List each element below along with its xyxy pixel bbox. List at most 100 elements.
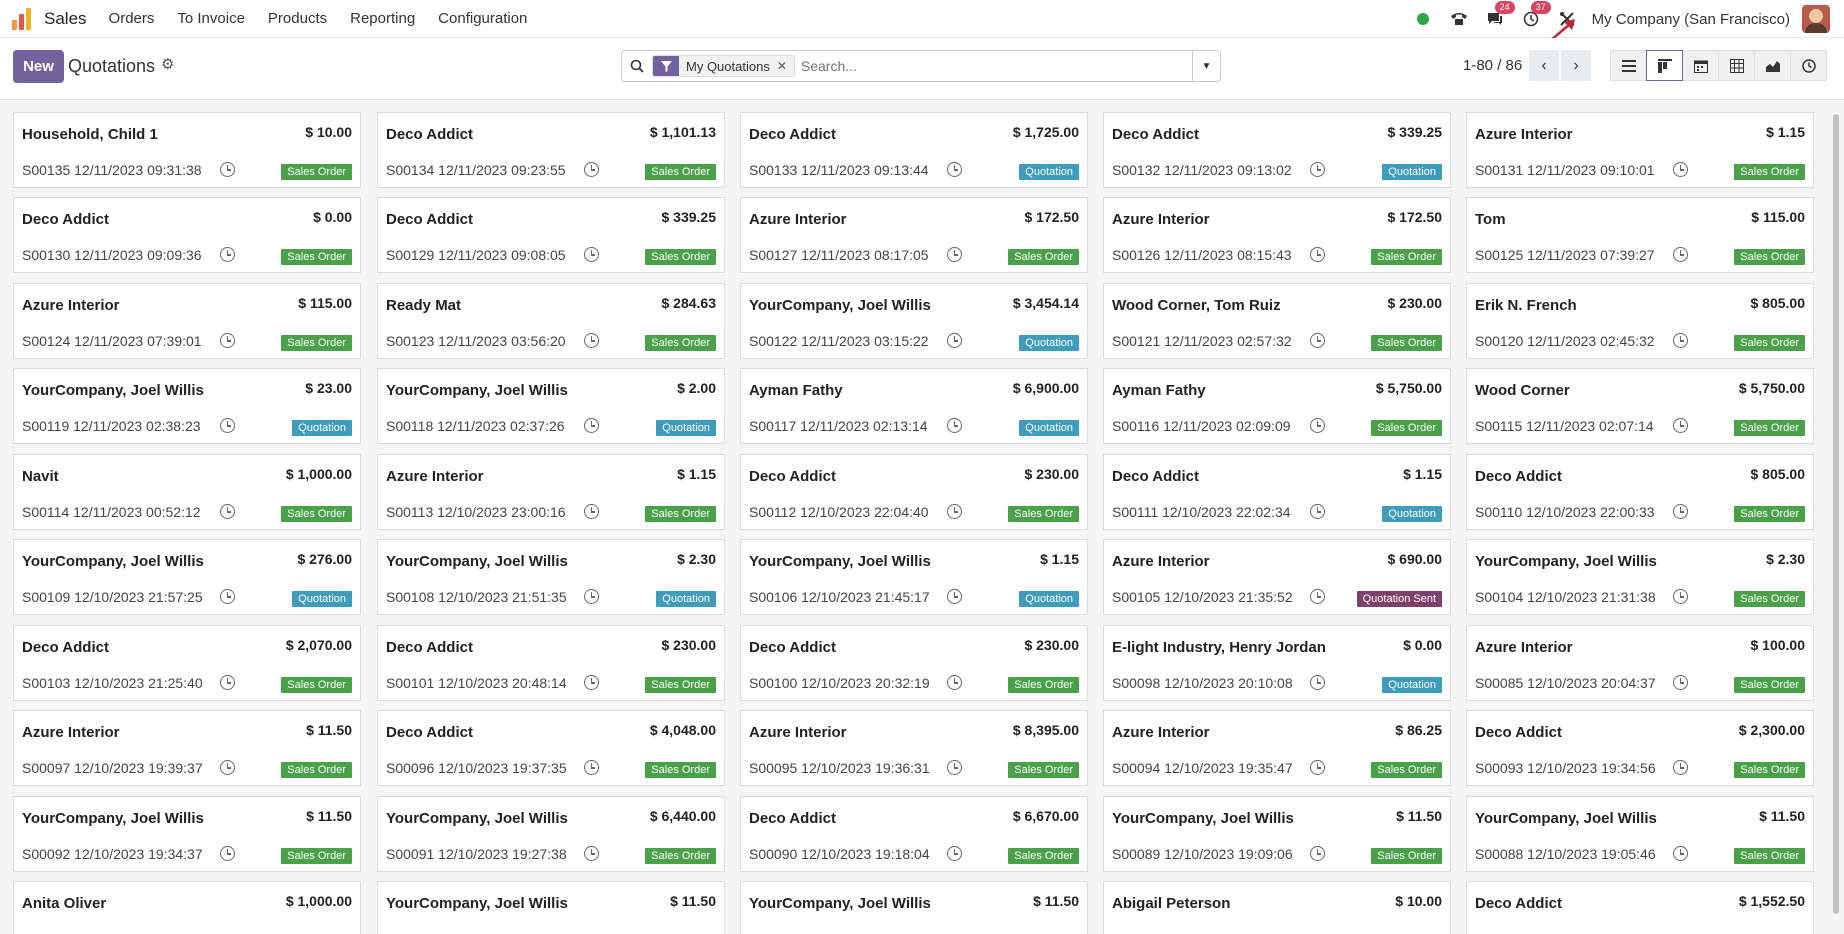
activity-clock-icon[interactable] — [947, 846, 962, 861]
quotation-card[interactable]: Deco Addict $ 805.00 S00110 12/10/2023 22:… — [1466, 454, 1814, 530]
quotation-card[interactable]: YourCompany, Joel Willis $ 276.00 S00109 1… — [13, 539, 361, 615]
menu-orders[interactable]: Orders — [108, 10, 155, 27]
quotation-card[interactable]: Azure Interior $ 172.50 S00126 12/11/2023 … — [1103, 197, 1451, 273]
pager-next-button[interactable]: › — [1561, 50, 1591, 81]
quotation-card[interactable]: E-light Industry, Henry Jordan $ 0.00 S000… — [1103, 625, 1451, 701]
activity-clock-icon[interactable] — [947, 418, 962, 433]
activity-clock-icon[interactable] — [1310, 418, 1325, 433]
messages-icon[interactable]: 24 — [1484, 1, 1515, 30]
quotation-card[interactable]: YourCompany, Joel Willis $ 23.00 S00119 12… — [13, 368, 361, 444]
quotation-card[interactable]: Deco Addict $ 1,725.00 S00133 12/11/2023 0… — [740, 112, 1088, 188]
quotation-card[interactable]: YourCompany, Joel Willis $ 11.50 S00092 12… — [13, 796, 361, 872]
quotation-card[interactable]: Deco Addict $ 339.25 S00132 12/11/2023 09:… — [1103, 112, 1451, 188]
pager-value[interactable]: 1-80 / 86 — [1463, 57, 1523, 74]
activity-clock-icon[interactable] — [1673, 504, 1688, 519]
phone-icon[interactable] — [1448, 8, 1470, 30]
quotation-card[interactable]: Wood Corner, Tom Ruiz $ 230.00 S00121 12/1… — [1103, 283, 1451, 359]
activity-clock-icon[interactable] — [584, 846, 599, 861]
activity-clock-icon[interactable] — [584, 333, 599, 348]
quotation-card[interactable]: Azure Interior $ 1.15 S00131 12/11/2023 09… — [1466, 112, 1814, 188]
activity-clock-icon[interactable] — [1673, 589, 1688, 604]
quotation-card[interactable]: Azure Interior $ 172.50 S00127 12/11/2023 … — [740, 197, 1088, 273]
remove-facet-icon[interactable]: ✕ — [776, 59, 787, 73]
quotation-card[interactable]: YourCompany, Joel Willis $ 2.00 S00118 12/… — [377, 368, 725, 444]
quotation-card[interactable]: YourCompany, Joel Willis $ 11.50 S00089 12… — [1103, 796, 1451, 872]
activity-clock-icon[interactable] — [584, 589, 599, 604]
activity-clock-icon[interactable] — [220, 247, 235, 262]
quotation-card[interactable]: Deco Addict $ 2,300.00 S00093 12/10/2023 1… — [1466, 710, 1814, 786]
quotation-card[interactable]: Tom $ 115.00 S00125 12/11/2023 07:39:27 Sal… — [1466, 197, 1814, 273]
activity-clock-icon[interactable] — [220, 162, 235, 177]
pager-previous-button[interactable]: ‹ — [1529, 50, 1559, 81]
quotation-card[interactable]: YourCompany, Joel Willis $ 11.50 S00088 12… — [1466, 796, 1814, 872]
activity-view-button[interactable] — [1790, 50, 1827, 81]
quotation-card[interactable]: YourCompany, Joel Willis $ 6,440.00 S00091… — [377, 796, 725, 872]
activity-clock-icon[interactable] — [947, 589, 962, 604]
quotation-card[interactable]: Azure Interior $ 8,395.00 S00095 12/10/202… — [740, 710, 1088, 786]
activity-clock-icon[interactable] — [1673, 162, 1688, 177]
quotation-card[interactable]: Anita Oliver $ 1,000.00 — [13, 881, 361, 934]
activity-clock-icon[interactable] — [947, 760, 962, 775]
activity-clock-icon[interactable] — [1310, 760, 1325, 775]
quotation-card[interactable]: YourCompany, Joel Willis $ 11.50 — [740, 881, 1088, 934]
kanban-view-button[interactable] — [1646, 50, 1683, 81]
app-name[interactable]: Sales — [44, 8, 87, 28]
activity-clock-icon[interactable] — [1673, 760, 1688, 775]
quotation-card[interactable]: Erik N. French $ 805.00 S00120 12/11/2023 … — [1466, 283, 1814, 359]
activity-clock-icon[interactable] — [1310, 504, 1325, 519]
activity-clock-icon[interactable] — [1310, 162, 1325, 177]
new-button[interactable]: New — [13, 50, 64, 83]
activity-clock-icon[interactable] — [220, 504, 235, 519]
quotation-card[interactable]: Azure Interior $ 1.15 S00113 12/10/2023 23… — [377, 454, 725, 530]
quotation-card[interactable]: Deco Addict $ 1.15 S00111 12/10/2023 22:02… — [1103, 454, 1451, 530]
list-view-button[interactable] — [1610, 50, 1647, 81]
quotation-card[interactable]: Ayman Fathy $ 6,900.00 S00117 12/11/2023 0… — [740, 368, 1088, 444]
quotation-card[interactable]: Deco Addict $ 4,048.00 S00096 12/10/2023 1… — [377, 710, 725, 786]
activity-clock-icon[interactable] — [1673, 247, 1688, 262]
activity-clock-icon[interactable] — [947, 504, 962, 519]
quotation-card[interactable]: Deco Addict $ 230.00 S00100 12/10/2023 20:… — [740, 625, 1088, 701]
activity-clock-icon[interactable] — [1310, 589, 1325, 604]
quotation-card[interactable]: Deco Addict $ 0.00 S00130 12/11/2023 09:09… — [13, 197, 361, 273]
quotation-card[interactable]: Deco Addict $ 339.25 S00129 12/11/2023 09:… — [377, 197, 725, 273]
activity-clock-icon[interactable] — [1310, 675, 1325, 690]
activity-clock-icon[interactable] — [220, 589, 235, 604]
quotation-card[interactable]: YourCompany, Joel Willis $ 11.50 — [377, 881, 725, 934]
activities-clock-icon[interactable]: 37 — [1520, 1, 1551, 30]
quotation-card[interactable]: Azure Interior $ 100.00 S00085 12/10/2023 … — [1466, 625, 1814, 701]
menu-products[interactable]: Products — [267, 10, 328, 27]
quotation-card[interactable]: YourCompany, Joel Willis $ 2.30 S00108 12/… — [377, 539, 725, 615]
activity-clock-icon[interactable] — [1673, 333, 1688, 348]
activity-clock-icon[interactable] — [1673, 418, 1688, 433]
menu-configuration[interactable]: Configuration — [438, 10, 528, 27]
sales-app-icon[interactable] — [12, 7, 34, 30]
search-options-toggle[interactable]: ▼ — [1192, 51, 1220, 81]
pivot-view-button[interactable] — [1718, 50, 1755, 81]
gear-icon[interactable]: ⚙ — [161, 56, 175, 73]
quotation-card[interactable]: Abigail Peterson $ 10.00 — [1103, 881, 1451, 934]
activity-clock-icon[interactable] — [584, 418, 599, 433]
activity-clock-icon[interactable] — [947, 333, 962, 348]
menu-reporting[interactable]: Reporting — [350, 10, 416, 27]
activity-clock-icon[interactable] — [584, 247, 599, 262]
quotation-card[interactable]: YourCompany, Joel Willis $ 1.15 S00106 12/… — [740, 539, 1088, 615]
quotation-card[interactable]: Deco Addict $ 230.00 S00112 12/10/2023 22:… — [740, 454, 1088, 530]
quotation-card[interactable]: Azure Interior $ 690.00 S00105 12/10/2023 … — [1103, 539, 1451, 615]
activity-clock-icon[interactable] — [584, 162, 599, 177]
quotation-card[interactable]: Wood Corner $ 5,750.00 S00115 12/11/2023 0… — [1466, 368, 1814, 444]
activity-clock-icon[interactable] — [947, 247, 962, 262]
activity-clock-icon[interactable] — [220, 846, 235, 861]
quotation-card[interactable]: Azure Interior $ 11.50 S00097 12/10/2023 1… — [13, 710, 361, 786]
quotation-card[interactable]: Deco Addict $ 2,070.00 S00103 12/10/2023 2… — [13, 625, 361, 701]
activity-clock-icon[interactable] — [1310, 247, 1325, 262]
activity-clock-icon[interactable] — [947, 675, 962, 690]
quotation-card[interactable]: Ayman Fathy $ 5,750.00 S00116 12/11/2023 0… — [1103, 368, 1451, 444]
user-avatar[interactable] — [1802, 5, 1830, 33]
search-icon[interactable] — [622, 59, 652, 73]
activity-clock-icon[interactable] — [584, 504, 599, 519]
presence-status-icon[interactable] — [1412, 8, 1434, 30]
quotation-card[interactable]: Household, Child 1 $ 10.00 S00135 12/11/20… — [13, 112, 361, 188]
scrollbar[interactable] — [1832, 104, 1840, 934]
quotation-card[interactable]: Deco Addict $ 230.00 S00101 12/10/2023 20:… — [377, 625, 725, 701]
quotation-card[interactable]: Deco Addict $ 1,552.50 — [1466, 881, 1814, 934]
